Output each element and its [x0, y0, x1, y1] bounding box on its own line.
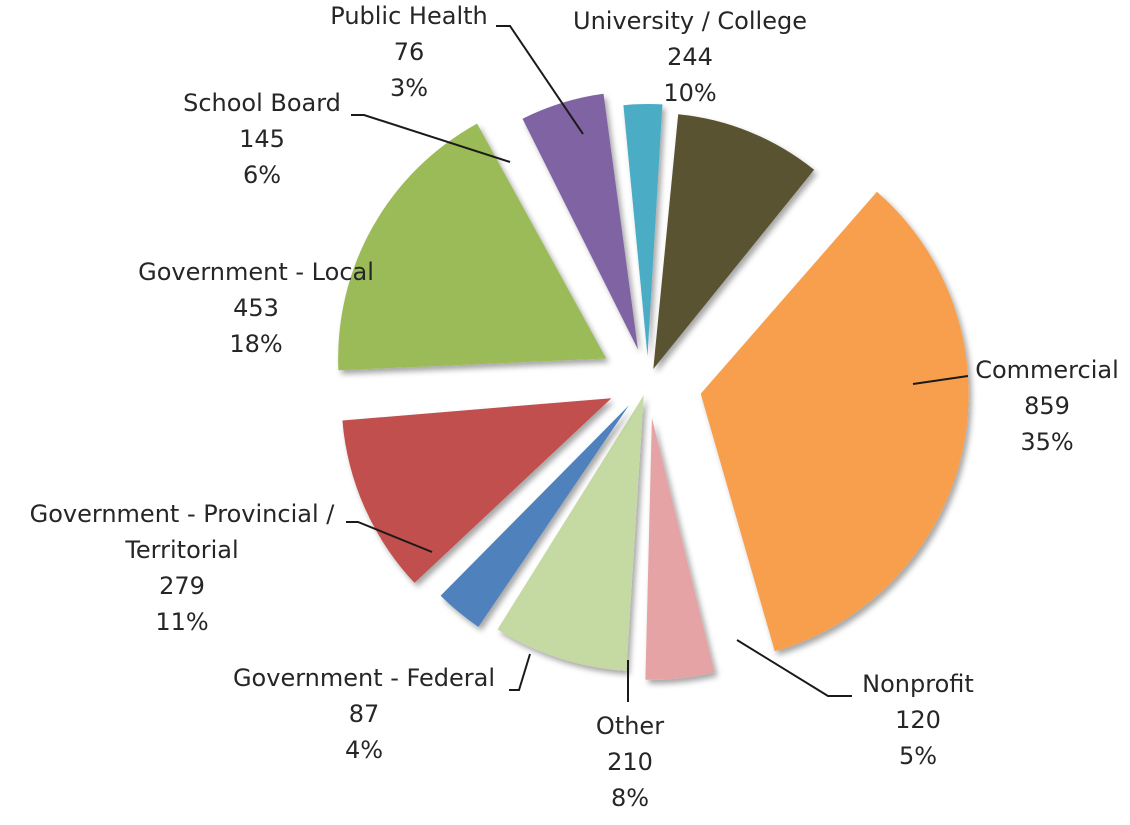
data-label-value: 210	[607, 748, 653, 776]
leader-line	[346, 521, 433, 553]
pie-slice-government-federal	[440, 405, 629, 627]
leader-line	[736, 639, 852, 697]
data-label-value: Territorial	[124, 536, 238, 564]
data-labels-layer: Commercial 859 35% Nonprofit 120 5% Other 210 8%…	[30, 2, 1119, 812]
data-label-value: 5%	[899, 742, 937, 770]
leader-line	[912, 375, 969, 385]
data-label-name: Nonprofit	[862, 670, 974, 698]
data-label-value: 4%	[345, 736, 383, 764]
data-label: Government - Local 453 18%	[138, 258, 374, 358]
data-label-value: 87	[349, 700, 380, 728]
data-label-value: 10%	[663, 79, 716, 107]
data-label-value: 3%	[390, 74, 428, 102]
data-label-value: 11%	[155, 608, 208, 636]
data-label-value: 8%	[611, 784, 649, 812]
pie-slice-public-health	[623, 103, 663, 357]
data-label-name: Other	[596, 712, 664, 740]
data-label: Government - Federal 87 4%	[233, 664, 495, 764]
pie-slice-school-board	[522, 93, 638, 350]
data-label: Nonprofit 120 5%	[862, 670, 974, 770]
data-label: Other 210 8%	[596, 712, 664, 812]
data-label: Public Health 76 3%	[330, 2, 487, 102]
slices-layer	[338, 93, 969, 680]
data-label-value: 145	[239, 125, 285, 153]
data-label-name: Public Health	[330, 2, 487, 30]
data-label: School Board 145 6%	[183, 89, 341, 189]
leader-line	[351, 114, 511, 163]
data-label-value: 453	[233, 294, 279, 322]
leader-line	[509, 653, 531, 691]
leader-line	[496, 25, 584, 135]
data-label-name: Government - Provincial /	[30, 500, 336, 528]
pie-slice-government-local	[338, 123, 607, 371]
data-label-value: 120	[895, 706, 941, 734]
data-label-name: University / College	[573, 7, 807, 35]
data-label-value: 6%	[243, 161, 281, 189]
pie-slice-university-college	[653, 114, 815, 369]
data-label-name: School Board	[183, 89, 341, 117]
data-label-value: 859	[1024, 392, 1070, 420]
pie-slice-other	[497, 395, 644, 671]
data-label: Government - Provincial / Territorial 279 1…	[30, 500, 336, 636]
data-label-name: Commercial	[975, 356, 1119, 384]
data-label-name: Government - Local	[138, 258, 374, 286]
data-label-value: 35%	[1020, 428, 1073, 456]
data-label-value: 244	[667, 43, 713, 71]
data-label-value: 18%	[229, 330, 282, 358]
data-label-value: 279	[159, 572, 205, 600]
pie-slice-government-provincial-territorial	[342, 398, 612, 583]
pie-slice-commercial	[700, 191, 969, 652]
leader-lines-layer	[346, 25, 969, 702]
data-label-value: 76	[394, 38, 425, 66]
data-label-name: Government - Federal	[233, 664, 495, 692]
data-label: Commercial 859 35%	[975, 356, 1119, 456]
data-label: University / College 244 10%	[573, 7, 807, 107]
pie-slice-nonprofit	[645, 417, 715, 680]
